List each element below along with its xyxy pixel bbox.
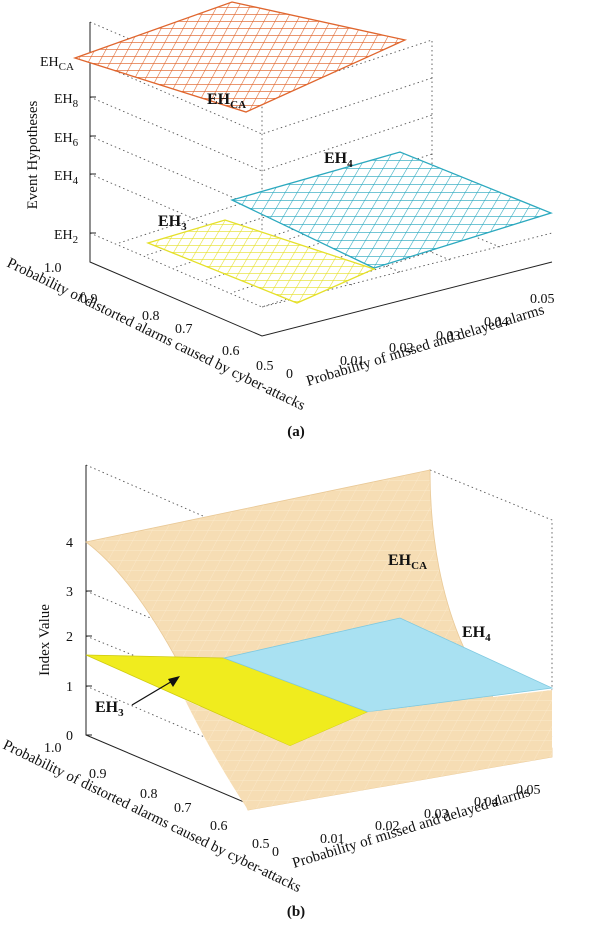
- panel-a-zlabel: Event Hypotheses: [25, 100, 41, 209]
- xtick: 0.01: [320, 832, 345, 847]
- ztick-eh2: EH2: [54, 228, 78, 246]
- ztick-eh6: EH6: [54, 131, 79, 149]
- ytick: 0.8: [142, 309, 160, 324]
- panel-a-label-eh4: EH4: [324, 150, 353, 170]
- xtick: 0: [286, 367, 293, 382]
- panel-a-region-eh3: [146, 219, 376, 304]
- ytick: 0.5: [256, 359, 274, 374]
- xtick: 0.04: [474, 795, 499, 810]
- panel-a-label-eh-ca: EHCA: [207, 91, 246, 111]
- xtick: 0.02: [389, 341, 414, 356]
- panel-a-xticks: 0 0.01 0.02 0.03 0.04 0.05: [286, 292, 555, 382]
- panel-a-label-eh3: EH3: [158, 213, 187, 233]
- xtick: 0.05: [516, 783, 541, 798]
- panel-a-zticks: [90, 59, 96, 234]
- ztick: 1: [66, 680, 73, 695]
- ztick: 2: [66, 630, 73, 645]
- panel-b: 4 3 2 1 0 Index Value EHCA EH4 EH3 1.0 0…: [0, 464, 554, 920]
- ytick: 0.7: [174, 801, 192, 816]
- ztick: 3: [66, 585, 73, 600]
- panel-b-label-eh4: EH4: [462, 624, 491, 644]
- panel-b-label-eh-ca: EHCA: [388, 552, 427, 572]
- xtick: 0.01: [340, 354, 365, 369]
- xtick: 0.03: [424, 807, 449, 822]
- panel-a-region-eh-ca: [72, 1, 408, 113]
- ztick: 4: [66, 536, 73, 551]
- ztick-eh4: EH4: [54, 169, 79, 187]
- ytick: 0.9: [89, 767, 107, 782]
- xtick: 0.03: [436, 329, 461, 344]
- ytick: 0.8: [140, 787, 158, 802]
- panel-a-region-eh4: [230, 151, 553, 269]
- panel-b-surface-eh-ca-front: [185, 690, 552, 810]
- panel-b-surface-eh4: [222, 617, 554, 713]
- ytick: 0.9: [80, 292, 98, 307]
- panel-b-ztick-labels: 4 3 2 1 0: [66, 536, 73, 744]
- xtick: 0: [272, 845, 279, 860]
- panel-b-zlabel: Index Value: [37, 604, 53, 676]
- panel-a-yticks: 1.0 0.9 0.8 0.7 0.6 0.5: [44, 261, 274, 374]
- panel-b-label-eh3: EH3: [95, 699, 124, 719]
- panel-b-caption: (b): [287, 904, 305, 920]
- panel-a: EHCA EH8 EH6 EH4 EH2 Event Hypotheses EH…: [4, 1, 555, 440]
- panel-b-xlabel: Probability of missed and delayed alarms: [290, 784, 532, 872]
- panel-a-caption: (a): [287, 424, 305, 440]
- ytick: 1.0: [44, 741, 62, 756]
- ztick-eh8: EH8: [54, 92, 79, 110]
- panel-b-arrow: [131, 676, 180, 706]
- ztick: 0: [66, 729, 73, 744]
- ytick: 0.7: [175, 322, 193, 337]
- xtick: 0.02: [375, 819, 400, 834]
- panel-a-axes: [89, 22, 553, 337]
- ytick: 0.6: [210, 819, 228, 834]
- ztick-eh-ca: EHCA: [40, 55, 74, 73]
- panel-b-xticks: 0 0.01 0.02 0.03 0.04 0.05: [272, 783, 541, 860]
- ytick: 1.0: [44, 261, 62, 276]
- ytick: 0.5: [252, 837, 270, 852]
- xtick: 0.04: [484, 315, 509, 330]
- panel-a-ztick-labels: EHCA EH8 EH6 EH4 EH2: [40, 55, 79, 246]
- ytick: 0.6: [222, 344, 240, 359]
- xtick: 0.05: [530, 292, 555, 307]
- panel-a-xlabel: Probability of missed and delayed alarms: [304, 302, 546, 390]
- panel-b-yticks: 1.0 0.9 0.8 0.7 0.6 0.5: [44, 741, 270, 852]
